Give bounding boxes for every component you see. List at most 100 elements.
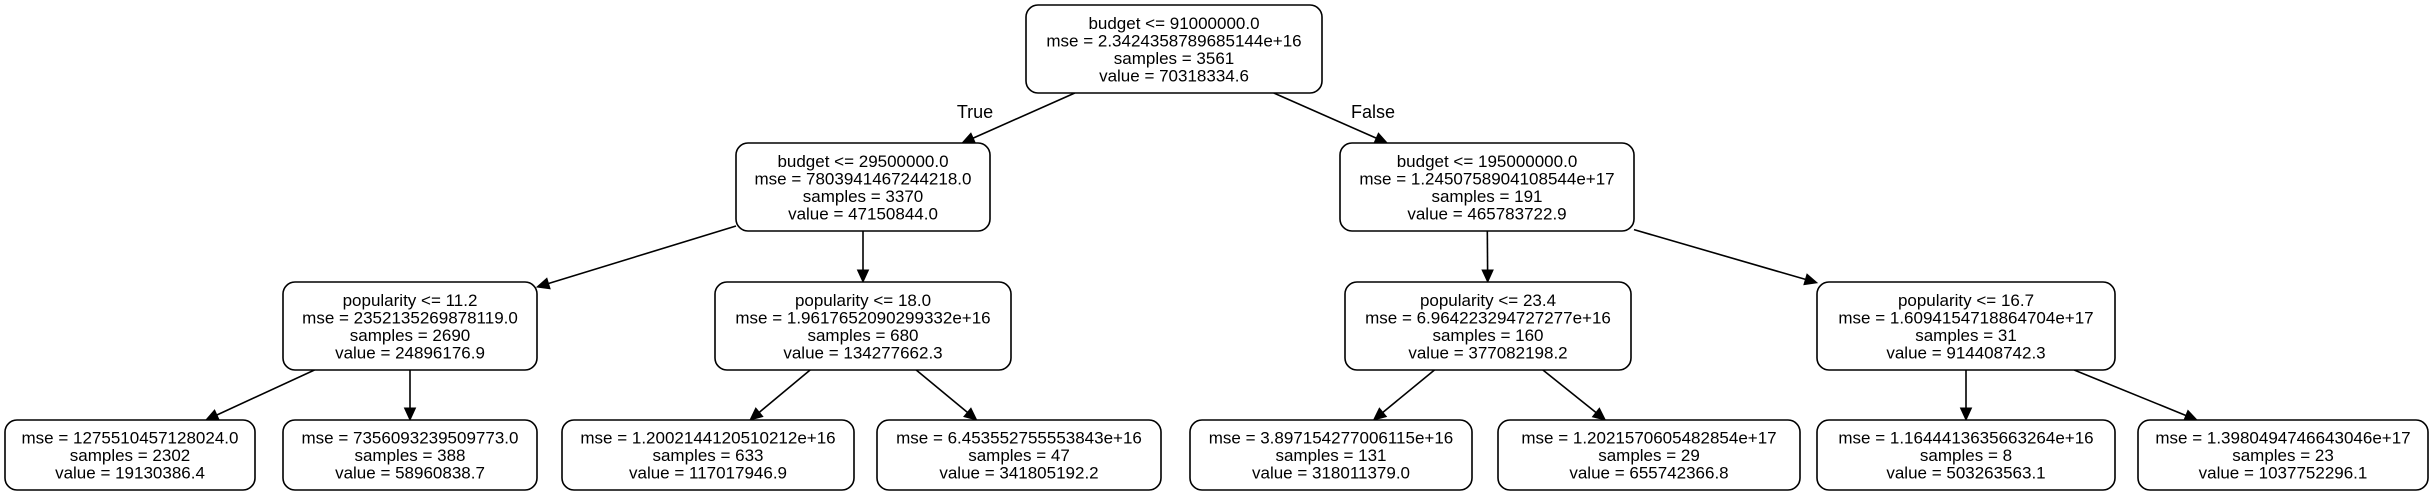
edge-line <box>1382 369 1435 413</box>
node-text-line: value = 58960838.7 <box>335 464 485 483</box>
node-text-line: samples = 31 <box>1915 326 2017 345</box>
arrowhead-icon <box>856 269 870 284</box>
node-text-line: mse = 2352135269878119.0 <box>302 308 518 327</box>
edge-line <box>1542 369 1597 414</box>
node-text-line: mse = 6.964223294727277e+16 <box>1365 308 1611 327</box>
node-box <box>282 419 538 491</box>
node-text-line: mse = 1.2021570605482854e+17 <box>1521 429 1776 448</box>
node-text-line: budget <= 91000000.0 <box>1088 14 1259 33</box>
node-text-line: samples = 680 <box>807 326 918 345</box>
arrowhead-icon <box>535 277 551 290</box>
node-text-line: samples = 160 <box>1432 326 1543 345</box>
node-text-line: value = 70318334.6 <box>1099 66 1249 85</box>
node-text-line: value = 341805192.2 <box>939 464 1098 483</box>
edge-line <box>1273 92 1377 139</box>
edge-line <box>972 92 1076 139</box>
node-text-line: samples = 633 <box>652 446 763 465</box>
node-text-line: value = 47150844.0 <box>788 204 938 223</box>
node-text-line: mse = 7803941467244218.0 <box>755 169 972 188</box>
node-text-line: budget <= 29500000.0 <box>777 152 948 171</box>
arrowhead-icon <box>403 407 417 422</box>
edge-line <box>758 369 811 413</box>
node-text-line: mse = 1275510457128024.0 <box>22 429 239 448</box>
node-text-line: mse = 1.2002144120510212e+16 <box>580 429 835 448</box>
node-text-line: samples = 2690 <box>350 326 471 345</box>
arrowhead-icon <box>1372 407 1388 421</box>
node-box <box>876 419 1162 491</box>
node-text-line: mse = 2.3424358789685144e+16 <box>1046 31 1301 50</box>
node-text-line: value = 24896176.9 <box>335 343 485 362</box>
edge-label: False <box>1351 102 1395 122</box>
node-text-line: mse = 1.6094154718864704e+17 <box>1838 308 2093 327</box>
node-box <box>735 142 991 232</box>
node-text-line: value = 655742366.8 <box>1569 464 1728 483</box>
node-text-line: samples = 3370 <box>803 187 924 206</box>
node-box <box>1189 419 1473 491</box>
arrowhead-icon <box>1959 407 1973 422</box>
node-text-line: popularity <= 16.7 <box>1898 291 2034 310</box>
node-text-line: mse = 7356093239509773.0 <box>302 429 519 448</box>
node-text-line: popularity <= 11.2 <box>343 291 478 310</box>
arrowhead-icon <box>1591 407 1607 421</box>
node-text-line: value = 377082198.2 <box>1408 343 1567 362</box>
arrowhead-icon <box>1373 132 1389 144</box>
node-box <box>1497 419 1801 491</box>
node-text-line: value = 914408742.3 <box>1886 343 2045 362</box>
node-text-line: samples = 191 <box>1431 187 1542 206</box>
edge-line <box>548 225 737 285</box>
node-box <box>1816 419 2116 491</box>
node-box <box>1344 281 1632 371</box>
node-text-line: budget <= 195000000.0 <box>1397 152 1578 171</box>
node-text-line: mse = 1.1644413635663264e+16 <box>1838 429 2093 448</box>
node-text-line: samples = 2302 <box>70 446 191 465</box>
node-text-line: samples = 29 <box>1598 446 1700 465</box>
node-text-line: value = 503263563.1 <box>1886 464 2045 483</box>
node-text-line: samples = 8 <box>1920 446 2012 465</box>
node-text-line: popularity <= 23.4 <box>1420 291 1556 310</box>
node-text-line: mse = 1.3980494746643046e+17 <box>2155 429 2410 448</box>
node-box <box>2137 419 2429 491</box>
node-text-line: value = 465783722.9 <box>1407 204 1566 223</box>
node-text-line: value = 19130386.4 <box>55 464 205 483</box>
edge-line <box>2073 369 2187 417</box>
node-text-line: mse = 1.2450758904108544e+17 <box>1359 169 1614 188</box>
arrowhead-icon <box>1481 269 1494 284</box>
node-box <box>4 419 256 491</box>
node-text-line: samples = 388 <box>354 446 465 465</box>
edge-line <box>216 369 315 416</box>
node-text-line: mse = 1.9617652090299332e+16 <box>735 308 990 327</box>
arrowhead-icon <box>2183 409 2199 422</box>
node-text-line: popularity <= 18.0 <box>795 291 931 310</box>
node-text-line: value = 117017946.9 <box>629 464 787 483</box>
node-text-line: mse = 3.897154277006115e+16 <box>1209 429 1454 448</box>
node-text-line: samples = 131 <box>1275 446 1386 465</box>
arrowhead-icon <box>961 132 977 144</box>
node-box <box>282 281 538 371</box>
edge-label: True <box>957 102 993 122</box>
node-text-line: samples = 47 <box>968 446 1070 465</box>
node-box <box>1816 281 2116 371</box>
node-text-line: value = 318011379.0 <box>1252 464 1410 483</box>
edge-line <box>1633 228 1806 281</box>
node-text-line: samples = 23 <box>2232 446 2334 465</box>
node-box <box>714 281 1012 371</box>
node-box <box>1339 142 1635 232</box>
arrowhead-icon <box>963 407 978 421</box>
node-text-line: mse = 6.453552755553843e+16 <box>896 429 1142 448</box>
node-box <box>1025 4 1323 94</box>
